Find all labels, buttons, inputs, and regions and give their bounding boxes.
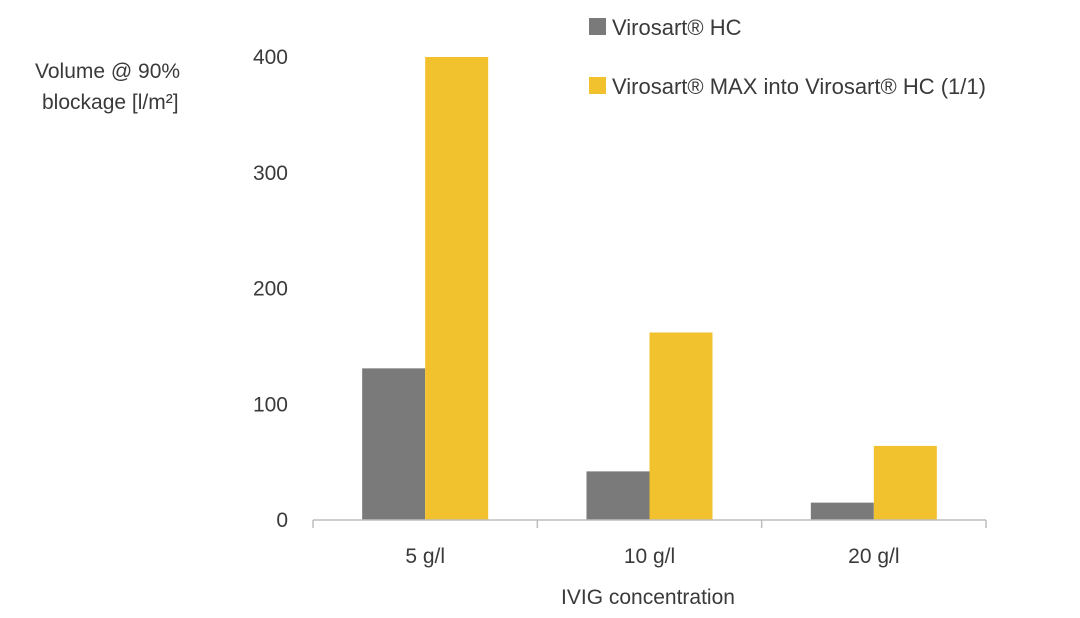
legend-swatch-series-1	[589, 18, 606, 35]
bar-series-1-5-g-l	[362, 368, 426, 520]
legend-swatch-series-2	[589, 77, 606, 94]
y-tick-label: 200	[253, 278, 288, 301]
bar-series-2-10-g-l	[649, 332, 713, 520]
bar-series-1-10-g-l	[586, 471, 650, 520]
bar-series-2-5-g-l	[425, 57, 489, 520]
y-axis-label-line-2: blockage [l/m²]	[42, 91, 179, 114]
legend: Virosart® HC Virosart® MAX into Virosart…	[589, 15, 986, 99]
y-tick-label: 0	[276, 509, 288, 532]
y-tick-labels: 0 100 200 300 400	[253, 46, 288, 532]
x-tick-label: 10 g/l	[624, 545, 675, 568]
x-axis-label: IVIG concentration	[561, 586, 735, 609]
y-axis-label-line-1: Volume @ 90%	[35, 60, 180, 83]
x-tick-label: 20 g/l	[848, 545, 899, 568]
y-tick-label: 400	[253, 46, 288, 69]
y-tick-label: 100	[253, 393, 288, 416]
bars	[362, 57, 937, 520]
legend-label-series-1: Virosart® HC	[612, 15, 742, 40]
x-tick-label: 5 g/l	[405, 545, 445, 568]
x-tick-labels: 5 g/l 10 g/l 20 g/l	[405, 545, 899, 568]
x-axis-ticks	[312, 520, 987, 528]
legend-label-series-2: Virosart® MAX into Virosart® HC (1/1)	[612, 74, 986, 99]
y-tick-label: 300	[253, 162, 288, 185]
bar-series-2-20-g-l	[873, 445, 937, 520]
bar-series-1-20-g-l	[810, 502, 874, 520]
